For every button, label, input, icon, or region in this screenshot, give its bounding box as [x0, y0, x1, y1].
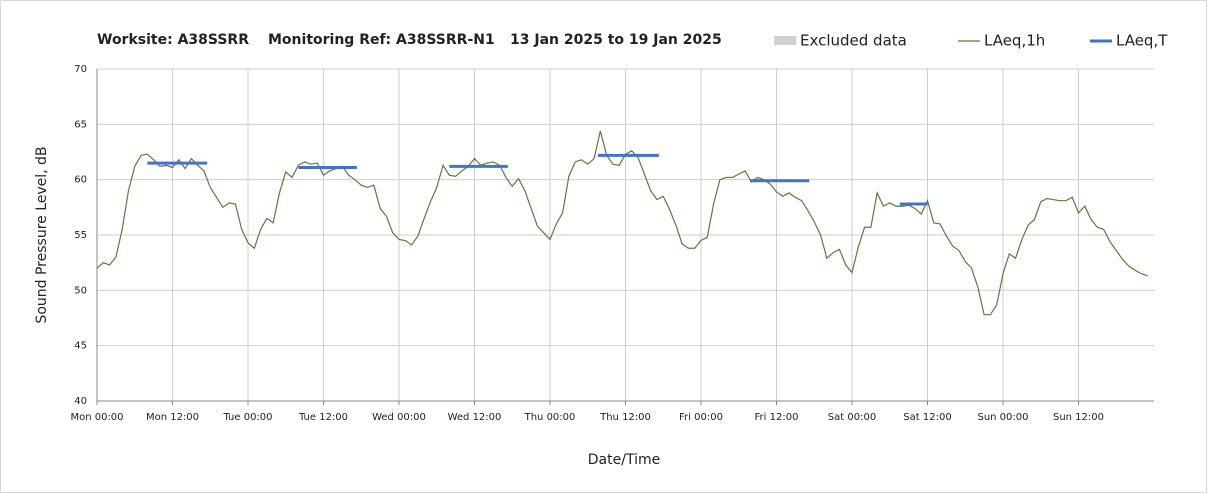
x-tick-label: Tue 00:00 [222, 412, 272, 423]
x-tick-label: Mon 12:00 [146, 412, 199, 423]
y-tick-label: 45 [74, 341, 87, 352]
x-tick-label: Thu 00:00 [524, 412, 576, 423]
y-tick-label: 50 [74, 285, 87, 296]
x-tick-label: Fri 12:00 [755, 412, 799, 423]
legend-label-excluded: Excluded data [800, 32, 907, 50]
y-tick-label: 70 [74, 64, 87, 75]
y-tick-label: 55 [74, 230, 87, 241]
title-worksite: Worksite: A38SSRR [97, 32, 249, 48]
y-tick-label: 60 [74, 175, 87, 186]
legend-label: LAeq,T [1116, 32, 1168, 50]
x-tick-label: Mon 00:00 [70, 412, 123, 423]
title-dates: 13 Jan 2025 to 19 Jan 2025 [510, 32, 722, 48]
series-line [96, 130, 1148, 316]
x-axis-label: Date/Time [588, 452, 660, 468]
x-tick-label: Wed 12:00 [448, 412, 502, 423]
x-tick-label: Sat 00:00 [828, 412, 876, 423]
x-tick-label: Sat 12:00 [903, 412, 951, 423]
x-tick-label: Sun 00:00 [977, 412, 1028, 423]
x-tick-label: Thu 12:00 [599, 412, 651, 423]
y-tick-label: 65 [74, 119, 87, 130]
legend-swatch-excluded [774, 36, 796, 45]
y-tick-label: 40 [74, 396, 87, 407]
x-tick-label: Wed 00:00 [372, 412, 426, 423]
y-axis-label: Sound Pressure Level, dB [34, 146, 50, 323]
x-tick-label: Sun 12:00 [1053, 412, 1104, 423]
x-tick-label: Tue 12:00 [298, 412, 348, 423]
title-ref: Monitoring Ref: A38SSRR-N1 [268, 32, 495, 48]
legend-label: LAeq,1h [984, 32, 1045, 50]
x-tick-label: Fri 00:00 [679, 412, 723, 423]
